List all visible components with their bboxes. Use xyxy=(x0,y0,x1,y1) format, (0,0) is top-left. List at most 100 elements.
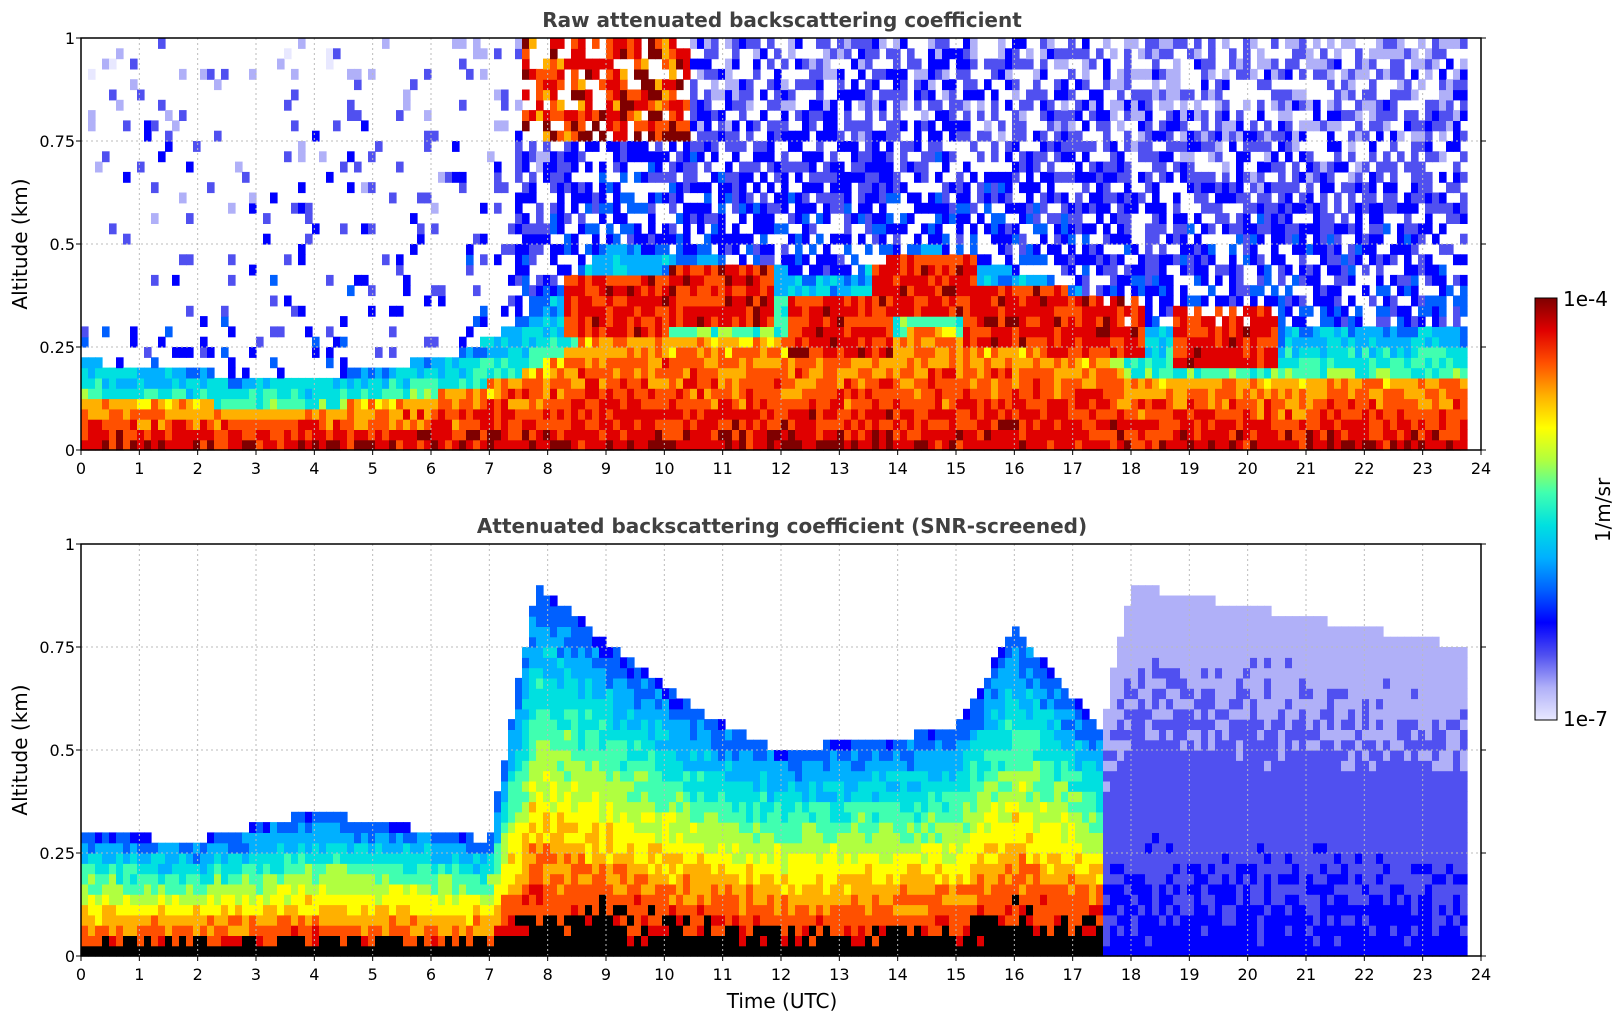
heatmap-cell xyxy=(823,161,831,173)
heatmap-cell xyxy=(158,336,166,348)
heatmap-cell xyxy=(627,316,635,327)
heatmap-cell xyxy=(669,274,677,286)
heatmap-cell xyxy=(1257,202,1265,214)
heatmap-cell xyxy=(1299,295,1307,307)
heatmap-cell xyxy=(1369,48,1377,60)
heatmap-cell xyxy=(291,305,299,317)
heatmap-cell xyxy=(921,367,929,379)
heatmap-cell xyxy=(529,429,537,441)
heatmap-cell xyxy=(1243,326,1251,338)
heatmap-cell xyxy=(739,182,747,194)
heatmap-cell xyxy=(991,213,999,224)
heatmap-cell xyxy=(564,377,572,389)
heatmap-cell xyxy=(1439,130,1447,142)
heatmap-cell xyxy=(305,429,313,441)
heatmap-cell xyxy=(1068,151,1076,163)
heatmap-cell xyxy=(921,377,929,389)
heatmap-cell xyxy=(704,38,712,49)
heatmap-cell xyxy=(1012,305,1020,317)
heatmap-cell xyxy=(1040,274,1048,286)
heatmap-cell xyxy=(1082,274,1090,286)
heatmap-cell xyxy=(1117,99,1125,111)
heatmap-cell xyxy=(837,305,845,317)
heatmap-cell xyxy=(802,347,810,358)
heatmap-cell xyxy=(746,408,754,420)
heatmap-cell xyxy=(900,151,908,163)
heatmap-cell xyxy=(830,99,838,111)
heatmap-cell xyxy=(165,141,173,152)
heatmap-cell xyxy=(312,336,320,348)
heatmap-cell xyxy=(543,429,551,441)
heatmap-cell xyxy=(1418,439,1426,451)
heatmap-cell xyxy=(1376,48,1384,60)
heatmap-cell xyxy=(753,398,761,410)
heatmap-cell xyxy=(459,182,467,194)
heatmap-cell xyxy=(627,99,635,111)
heatmap-cell xyxy=(1383,192,1391,204)
heatmap-cell xyxy=(578,38,586,49)
heatmap-cell xyxy=(452,429,460,441)
heatmap-cell xyxy=(1425,254,1433,266)
heatmap-cell xyxy=(655,316,663,327)
heatmap-cell xyxy=(998,48,1006,60)
heatmap-cell xyxy=(1012,336,1020,348)
heatmap-cell xyxy=(935,110,943,121)
heatmap-cell xyxy=(662,48,670,60)
heatmap-cell xyxy=(634,38,642,49)
heatmap-cell xyxy=(963,202,971,214)
heatmap-cell xyxy=(935,244,943,255)
heatmap-cell xyxy=(718,244,726,255)
heatmap-cell xyxy=(1390,408,1398,420)
heatmap-cell xyxy=(1390,89,1398,101)
heatmap-cell xyxy=(1348,398,1356,410)
heatmap-cell xyxy=(928,398,936,410)
heatmap-cell xyxy=(1033,347,1041,358)
heatmap-cell xyxy=(648,213,656,224)
heatmap-cell xyxy=(753,336,761,348)
heatmap-cell xyxy=(1299,244,1307,255)
heatmap-cell xyxy=(655,151,663,163)
heatmap-cell xyxy=(984,254,992,266)
heatmap-cell xyxy=(1376,223,1384,235)
heatmap-cell xyxy=(1257,141,1265,152)
heatmap-cell xyxy=(746,161,754,173)
heatmap-cell xyxy=(1068,48,1076,60)
heatmap-cell xyxy=(739,429,747,441)
heatmap-cell xyxy=(144,398,152,410)
heatmap-cell xyxy=(718,254,726,266)
heatmap-cell xyxy=(1439,305,1447,317)
heatmap-cell xyxy=(1152,48,1160,60)
heatmap-cell xyxy=(774,192,782,204)
heatmap-cell xyxy=(172,419,180,430)
heatmap-cell xyxy=(1257,213,1265,224)
heatmap-cell xyxy=(606,58,614,70)
heatmap-cell xyxy=(865,192,873,204)
heatmap-cell xyxy=(1327,161,1335,173)
heatmap-cell xyxy=(550,68,558,80)
heatmap-cell xyxy=(949,151,957,163)
heatmap-cell xyxy=(95,357,103,369)
heatmap-cell xyxy=(459,377,467,389)
heatmap-cell xyxy=(865,377,873,389)
heatmap-cell xyxy=(893,367,901,379)
heatmap-cell xyxy=(627,151,635,163)
heatmap-cell xyxy=(1061,213,1069,224)
heatmap-cell xyxy=(865,326,873,338)
heatmap-cell xyxy=(1264,408,1272,420)
heatmap-cell xyxy=(865,347,873,358)
heatmap-cell xyxy=(1026,274,1034,286)
heatmap-cell xyxy=(1194,110,1202,121)
heatmap-cell xyxy=(515,377,523,389)
heatmap-cell xyxy=(1117,202,1125,214)
heatmap-cell xyxy=(823,48,831,60)
heatmap-cell xyxy=(956,285,964,297)
heatmap-cell xyxy=(1313,58,1321,70)
heatmap-cell xyxy=(606,38,614,49)
heatmap-cell xyxy=(1411,347,1419,358)
heatmap-cell xyxy=(207,347,215,358)
heatmap-cell xyxy=(396,264,404,276)
heatmap-cell xyxy=(130,326,138,338)
heatmap-cell xyxy=(1278,171,1286,183)
heatmap-cell xyxy=(676,439,684,451)
heatmap-cell xyxy=(1061,264,1069,276)
